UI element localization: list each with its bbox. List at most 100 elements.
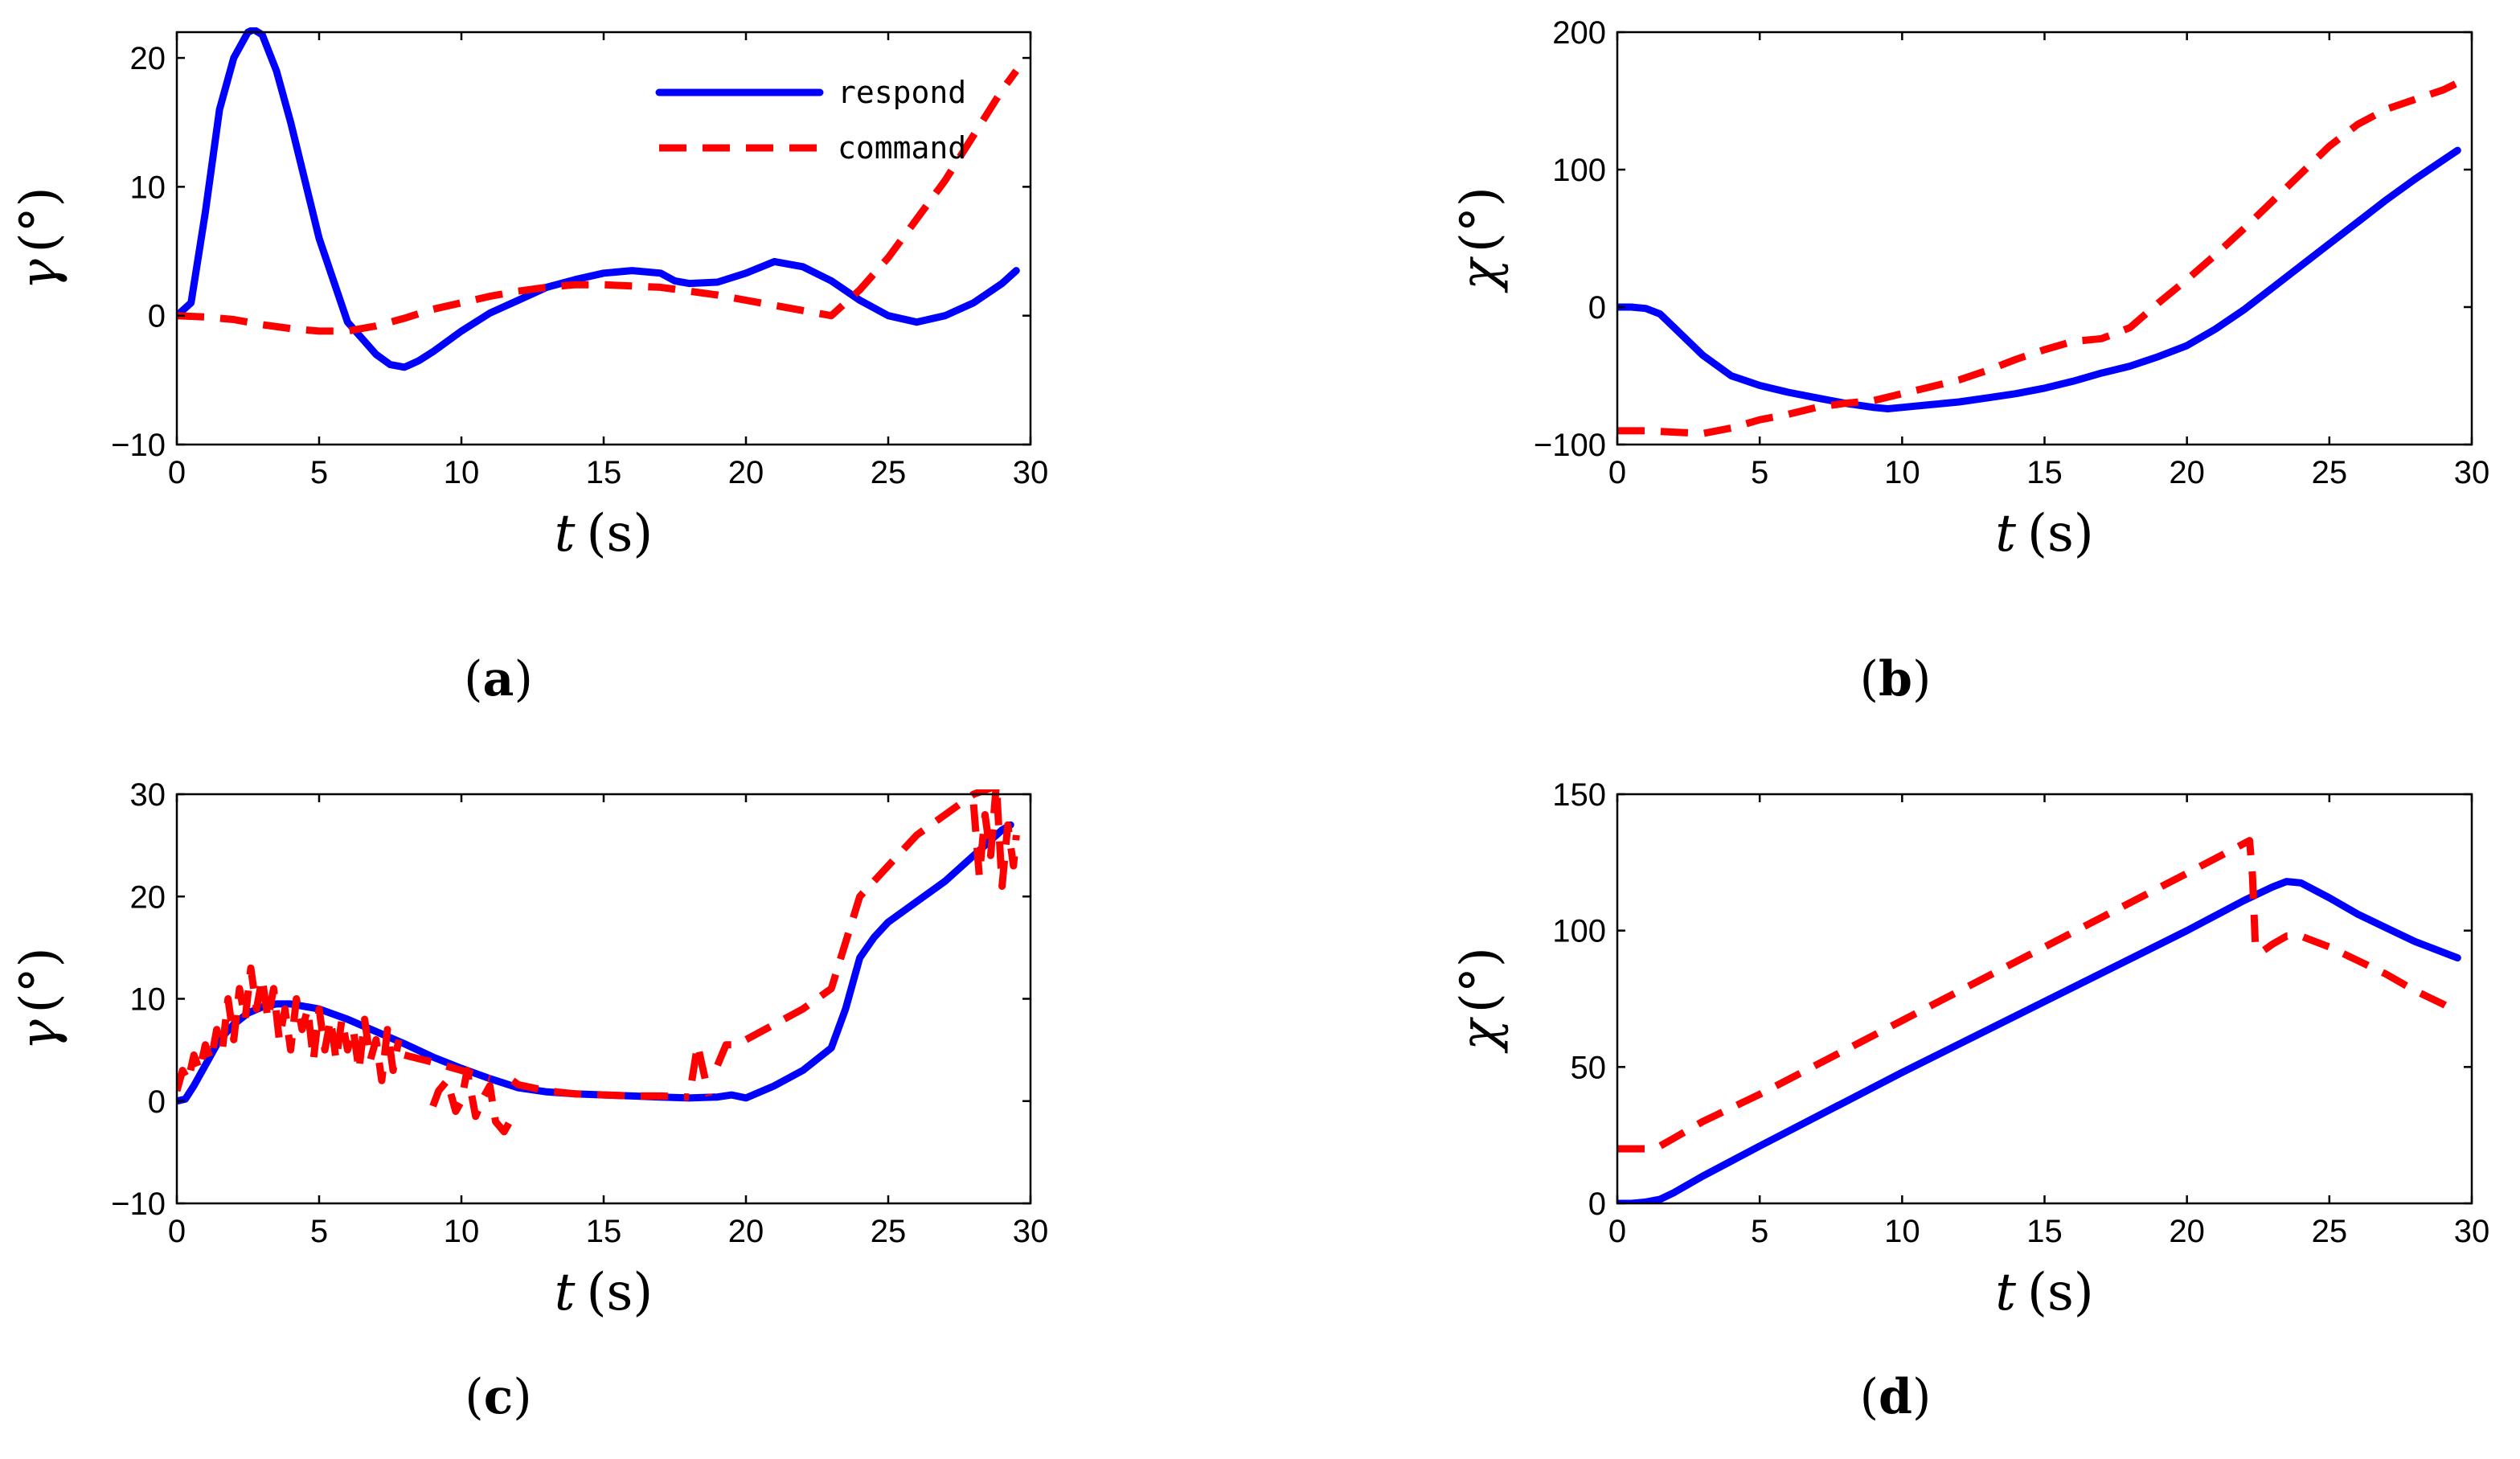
panel-caption: (b): [1860, 651, 1932, 707]
y-axis-var: χ: [1450, 256, 1510, 293]
series-line-command-seg3: [510, 1077, 690, 1101]
x-tick-label: 15: [586, 455, 622, 490]
x-tick-label: 5: [1751, 1214, 1768, 1249]
x-tick-label: 20: [2169, 1214, 2205, 1249]
x-tick-label: 30: [1013, 1214, 1049, 1249]
x-tick-label: 5: [310, 455, 328, 490]
x-tick-label: 0: [1608, 455, 1626, 490]
x-tick-label: 30: [2454, 455, 2490, 490]
legend-label-command: command: [838, 130, 966, 166]
series-line-respond: [1617, 146, 2461, 412]
y-tick-label: 10: [130, 170, 166, 205]
series-line-command-seg2: [429, 1067, 514, 1136]
x-axis-label: t (s): [1995, 1263, 2094, 1322]
y-tick-label: 0: [1588, 1186, 1606, 1222]
legend: respond command: [655, 75, 966, 166]
x-axis-unit: (s): [586, 1263, 653, 1322]
x-tick-label: 20: [728, 1214, 764, 1249]
x-tick-label: 10: [1884, 1214, 1920, 1249]
x-tick-label: 15: [2026, 455, 2063, 490]
y-tick-label: −10: [111, 1186, 166, 1222]
y-tick-label: 0: [1588, 290, 1606, 326]
y-axis-label: γ (°): [10, 186, 69, 289]
x-axis-label: t (s): [555, 504, 654, 564]
y-tick-label: 200: [1552, 15, 1606, 51]
panel-caption: (c): [465, 1369, 531, 1425]
panel-caption: (d): [1860, 1369, 1932, 1425]
x-tick-label: 15: [2026, 1214, 2063, 1249]
x-axis-var: t: [555, 504, 576, 564]
series-line-command-seg6: [969, 789, 1020, 890]
x-tick-label: 20: [728, 455, 764, 490]
x-tick-label: 5: [310, 1214, 328, 1249]
x-tick-label: 0: [1608, 1214, 1626, 1249]
y-tick-label: 0: [148, 299, 166, 334]
panel-caption-letter: c: [484, 1369, 514, 1425]
y-axis-unit: (°): [1450, 947, 1510, 1013]
y-axis-label: χ (°): [1450, 947, 1510, 1054]
panel-caption: (a): [464, 651, 533, 707]
x-tick-label: 25: [871, 455, 907, 490]
y-tick-label: 20: [130, 41, 166, 76]
series-line-command: [177, 68, 1019, 335]
x-tick-label: 30: [1013, 455, 1049, 490]
x-axis-var: t: [1995, 1263, 2016, 1322]
panel-caption-letter: b: [1879, 651, 1912, 707]
y-tick-label: −10: [111, 428, 166, 463]
x-axis-unit: (s): [586, 504, 653, 564]
x-tick-label: 30: [2454, 1214, 2490, 1249]
series-group: [1617, 837, 2461, 1203]
series-line-command: [1617, 837, 2460, 1153]
x-tick-label: 25: [2312, 1214, 2348, 1249]
x-tick-label: 25: [2312, 455, 2348, 490]
y-axis-label: γ (°): [10, 947, 69, 1050]
y-tick-label: −100: [1534, 428, 1606, 463]
series-line-command: [1617, 80, 2460, 437]
y-tick-label: 10: [130, 982, 166, 1018]
x-axis-label: t (s): [1995, 504, 2094, 564]
x-tick-label: 0: [168, 455, 186, 490]
y-axis-unit: (°): [1450, 186, 1510, 252]
plot-frame: [175, 793, 1032, 1205]
x-axis-var: t: [1995, 504, 2016, 564]
y-axis-label: χ (°): [1450, 186, 1510, 293]
panel-caption-letter: a: [483, 651, 514, 707]
legend-label-respond: respond: [838, 75, 966, 110]
y-axis-var: γ: [10, 259, 69, 290]
series-line-command-seg4: [688, 1041, 713, 1097]
series-line-command-seg5: [714, 789, 1010, 1067]
x-axis-unit: (s): [2027, 1263, 2094, 1322]
series-group: [1617, 80, 2461, 437]
x-tick-label: 20: [2169, 455, 2205, 490]
panel-caption-letter: d: [1879, 1369, 1912, 1425]
y-axis-unit: (°): [10, 186, 69, 252]
y-axis-var: χ: [1450, 1017, 1510, 1054]
x-tick-label: 10: [444, 1214, 480, 1249]
series-line-command-seg1: [404, 1051, 491, 1083]
y-axis-unit: (°): [10, 947, 69, 1013]
y-tick-label: 100: [1552, 914, 1606, 949]
series-line-respond: [1617, 878, 2461, 1203]
x-tick-label: 10: [1884, 455, 1920, 490]
x-axis-label: t (s): [555, 1263, 654, 1322]
x-tick-label: 5: [1751, 455, 1768, 490]
y-tick-label: 20: [130, 879, 166, 915]
y-tick-label: 100: [1552, 153, 1606, 188]
y-tick-label: 150: [1552, 777, 1606, 813]
y-tick-label: 50: [1571, 1050, 1607, 1085]
x-tick-label: 10: [444, 455, 480, 490]
y-tick-label: 30: [130, 777, 166, 813]
series-line-command-seg0: [177, 964, 403, 1092]
chart-panel-d: 0 5 10 15 20 25 30 0 50 100 150 t (s) χ (°) (d): [1450, 777, 2489, 1425]
y-axis-var: γ: [10, 1019, 69, 1051]
x-tick-label: 15: [586, 1214, 622, 1249]
x-tick-label: 0: [168, 1214, 186, 1249]
x-tick-label: 25: [871, 1214, 907, 1249]
x-axis-var: t: [555, 1263, 576, 1322]
series-group: [177, 789, 1020, 1136]
y-tick-label: 0: [148, 1084, 166, 1120]
